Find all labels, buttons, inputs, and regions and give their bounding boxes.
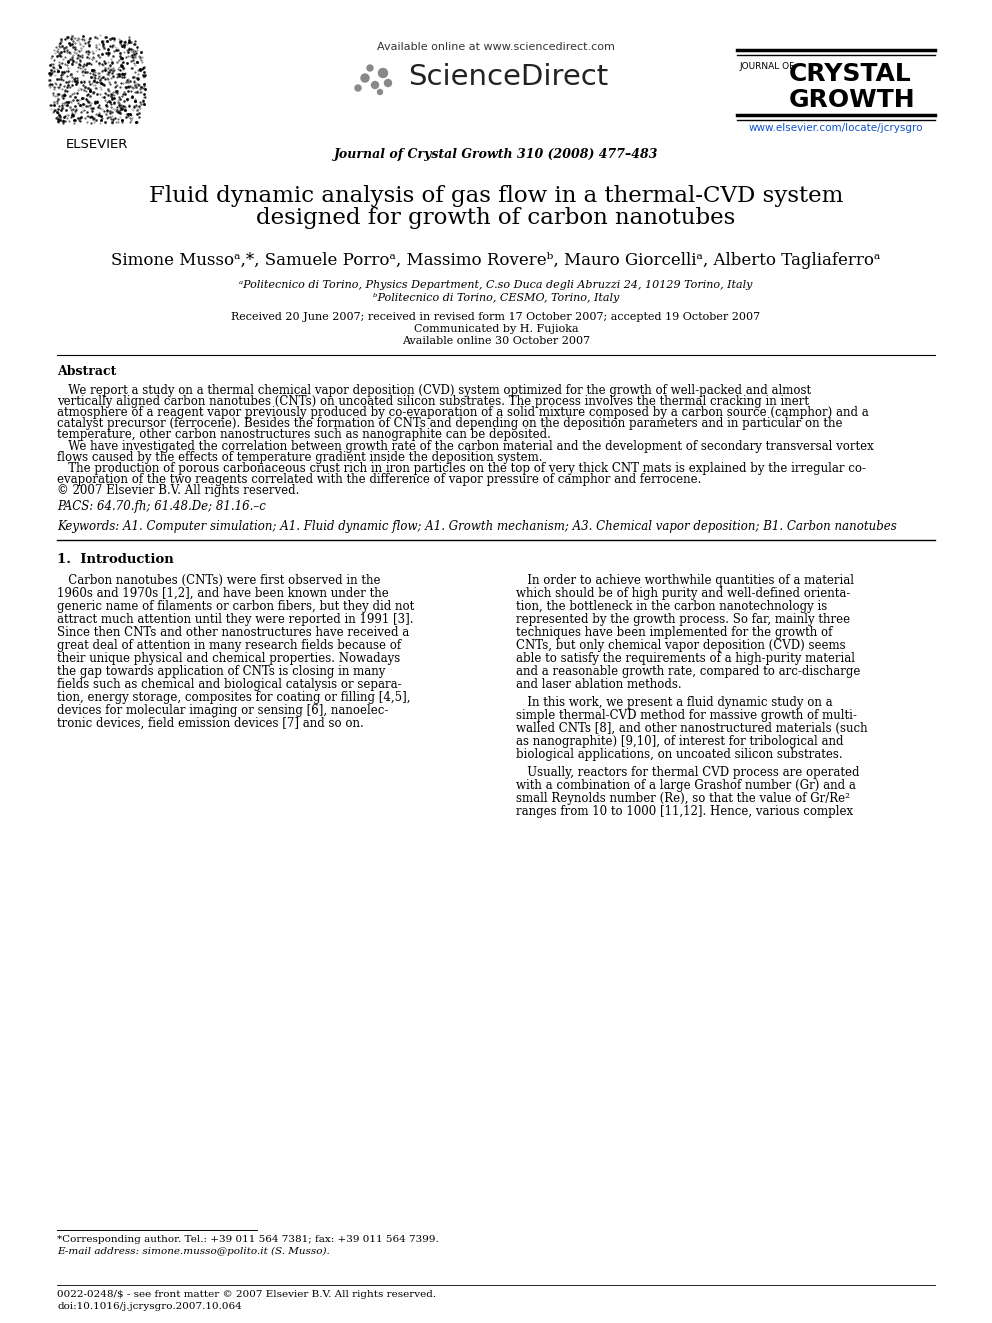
- Circle shape: [361, 74, 369, 82]
- Text: tronic devices, field emission devices [7] and so on.: tronic devices, field emission devices […: [57, 717, 364, 730]
- Text: with a combination of a large Grashof number (Gr) and a: with a combination of a large Grashof nu…: [516, 779, 856, 792]
- Text: the gap towards application of CNTs is closing in many: the gap towards application of CNTs is c…: [57, 665, 385, 677]
- Text: catalyst precursor (ferrocene). Besides the formation of CNTs and depending on t: catalyst precursor (ferrocene). Besides …: [57, 417, 842, 430]
- Text: tion, the bottleneck in the carbon nanotechnology is: tion, the bottleneck in the carbon nanot…: [516, 601, 827, 613]
- Text: Abstract: Abstract: [57, 365, 116, 378]
- Text: ScienceDirect: ScienceDirect: [408, 64, 608, 91]
- Text: tion, energy storage, composites for coating or filling [4,5],: tion, energy storage, composites for coa…: [57, 691, 411, 704]
- Text: 1.  Introduction: 1. Introduction: [57, 553, 174, 566]
- Circle shape: [378, 90, 383, 94]
- Text: The production of porous carbonaceous crust rich in iron particles on the top of: The production of porous carbonaceous cr…: [57, 462, 866, 475]
- Text: CRYSTAL: CRYSTAL: [789, 62, 912, 86]
- Text: *Corresponding author. Tel.: +39 011 564 7381; fax: +39 011 564 7399.: *Corresponding author. Tel.: +39 011 564…: [57, 1234, 438, 1244]
- Text: Carbon nanotubes (CNTs) were first observed in the: Carbon nanotubes (CNTs) were first obser…: [57, 574, 381, 587]
- Text: We report a study on a thermal chemical vapor deposition (CVD) system optimized : We report a study on a thermal chemical …: [57, 384, 811, 397]
- Text: Keywords: A1. Computer simulation; A1. Fluid dynamic flow; A1. Growth mechanism;: Keywords: A1. Computer simulation; A1. F…: [57, 520, 897, 533]
- Text: CNTs, but only chemical vapor deposition (CVD) seems: CNTs, but only chemical vapor deposition…: [516, 639, 845, 652]
- Circle shape: [371, 82, 379, 89]
- Text: biological applications, on uncoated silicon substrates.: biological applications, on uncoated sil…: [516, 747, 842, 761]
- Text: In order to achieve worthwhile quantities of a material: In order to achieve worthwhile quantitie…: [516, 574, 854, 587]
- Text: GROWTH: GROWTH: [789, 89, 916, 112]
- Text: We have investigated the correlation between growth rate of the carbon material : We have investigated the correlation bet…: [57, 441, 874, 452]
- Text: attract much attention until they were reported in 1991 [3].: attract much attention until they were r…: [57, 613, 414, 626]
- Text: © 2007 Elsevier B.V. All rights reserved.: © 2007 Elsevier B.V. All rights reserved…: [57, 484, 300, 497]
- Text: Usually, reactors for thermal CVD process are operated: Usually, reactors for thermal CVD proces…: [516, 766, 859, 779]
- Circle shape: [385, 79, 392, 86]
- Text: which should be of high purity and well-defined orienta-: which should be of high purity and well-…: [516, 587, 850, 601]
- Text: doi:10.1016/j.jcrysgro.2007.10.064: doi:10.1016/j.jcrysgro.2007.10.064: [57, 1302, 242, 1311]
- Circle shape: [355, 85, 361, 91]
- Text: PACS: 64.70.fh; 61.48.De; 81.16.–c: PACS: 64.70.fh; 61.48.De; 81.16.–c: [57, 500, 266, 513]
- Text: and laser ablation methods.: and laser ablation methods.: [516, 677, 682, 691]
- Text: fields such as chemical and biological catalysis or separa-: fields such as chemical and biological c…: [57, 677, 402, 691]
- Text: www.elsevier.com/locate/jcrysgro: www.elsevier.com/locate/jcrysgro: [749, 123, 924, 134]
- Text: Fluid dynamic analysis of gas flow in a thermal-CVD system: Fluid dynamic analysis of gas flow in a …: [149, 185, 843, 206]
- Text: techniques have been implemented for the growth of: techniques have been implemented for the…: [516, 626, 832, 639]
- Text: simple thermal-CVD method for massive growth of multi-: simple thermal-CVD method for massive gr…: [516, 709, 857, 722]
- Text: Received 20 June 2007; received in revised form 17 October 2007; accepted 19 Oct: Received 20 June 2007; received in revis…: [231, 312, 761, 321]
- Text: 0022-0248/$ - see front matter © 2007 Elsevier B.V. All rights reserved.: 0022-0248/$ - see front matter © 2007 El…: [57, 1290, 436, 1299]
- Text: designed for growth of carbon nanotubes: designed for growth of carbon nanotubes: [256, 206, 736, 229]
- Text: ELSEVIER: ELSEVIER: [65, 138, 128, 151]
- Text: great deal of attention in many research fields because of: great deal of attention in many research…: [57, 639, 401, 652]
- Text: Since then CNTs and other nanostructures have received a: Since then CNTs and other nanostructures…: [57, 626, 410, 639]
- Text: represented by the growth process. So far, mainly three: represented by the growth process. So fa…: [516, 613, 850, 626]
- Text: their unique physical and chemical properties. Nowadays: their unique physical and chemical prope…: [57, 652, 400, 665]
- Text: Communicated by H. Fujioka: Communicated by H. Fujioka: [414, 324, 578, 333]
- Text: Available online at www.sciencedirect.com: Available online at www.sciencedirect.co…: [377, 42, 615, 52]
- Text: and a reasonable growth rate, compared to arc-discharge: and a reasonable growth rate, compared t…: [516, 665, 860, 677]
- Text: devices for molecular imaging or sensing [6], nanoelec-: devices for molecular imaging or sensing…: [57, 704, 389, 717]
- Text: evaporation of the two reagents correlated with the difference of vapor pressure: evaporation of the two reagents correlat…: [57, 474, 701, 486]
- Text: JOURNAL OF: JOURNAL OF: [739, 62, 795, 71]
- Circle shape: [367, 65, 373, 71]
- Text: Simone Mussoᵃ,*, Samuele Porroᵃ, Massimo Rovereᵇ, Mauro Giorcelliᵃ, Alberto Tagl: Simone Mussoᵃ,*, Samuele Porroᵃ, Massimo…: [111, 251, 881, 269]
- Text: walled CNTs [8], and other nanostructured materials (such: walled CNTs [8], and other nanostructure…: [516, 722, 868, 736]
- Text: temperature, other carbon nanostructures such as nanographite can be deposited.: temperature, other carbon nanostructures…: [57, 429, 551, 441]
- Text: flows caused by the effects of temperature gradient inside the deposition system: flows caused by the effects of temperatu…: [57, 451, 543, 464]
- Text: E-mail address: simone.musso@polito.it (S. Musso).: E-mail address: simone.musso@polito.it (…: [57, 1248, 329, 1256]
- Text: ᵃPolitecnico di Torino, Physics Department, C.so Duca degli Abruzzi 24, 10129 To: ᵃPolitecnico di Torino, Physics Departme…: [239, 280, 753, 290]
- Text: 1960s and 1970s [1,2], and have been known under the: 1960s and 1970s [1,2], and have been kno…: [57, 587, 389, 601]
- Text: able to satisfy the requirements of a high-purity material: able to satisfy the requirements of a hi…: [516, 652, 855, 665]
- Text: In this work, we present a fluid dynamic study on a: In this work, we present a fluid dynamic…: [516, 696, 832, 709]
- Circle shape: [379, 69, 388, 78]
- Text: vertically aligned carbon nanotubes (CNTs) on uncoated silicon substrates. The p: vertically aligned carbon nanotubes (CNT…: [57, 396, 809, 407]
- Text: ranges from 10 to 1000 [11,12]. Hence, various complex: ranges from 10 to 1000 [11,12]. Hence, v…: [516, 804, 853, 818]
- Text: atmosphere of a reagent vapor previously produced by co-evaporation of a solid m: atmosphere of a reagent vapor previously…: [57, 406, 869, 419]
- Text: ᵇPolitecnico di Torino, CESMO, Torino, Italy: ᵇPolitecnico di Torino, CESMO, Torino, I…: [373, 292, 619, 303]
- Text: Journal of Crystal Growth 310 (2008) 477–483: Journal of Crystal Growth 310 (2008) 477…: [333, 148, 659, 161]
- Text: as nanographite) [9,10], of interest for tribological and: as nanographite) [9,10], of interest for…: [516, 736, 843, 747]
- Text: Available online 30 October 2007: Available online 30 October 2007: [402, 336, 590, 347]
- Text: small Reynolds number (Re), so that the value of Gr/Re²: small Reynolds number (Re), so that the …: [516, 792, 850, 804]
- Text: generic name of filaments or carbon fibers, but they did not: generic name of filaments or carbon fibe…: [57, 601, 415, 613]
